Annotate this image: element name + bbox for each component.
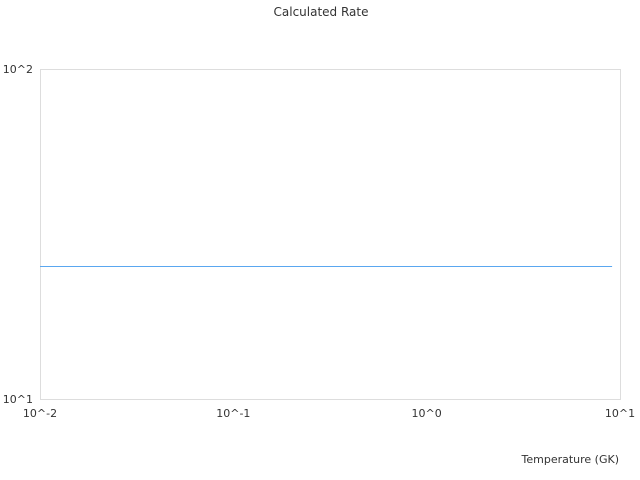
x-tick-label: 10^0 <box>412 407 442 420</box>
y-tick-label: 10^1 <box>3 393 33 406</box>
x-tick-label: 10^1 <box>605 407 635 420</box>
y-tick-label: 10^2 <box>3 63 33 76</box>
chart-title: Calculated Rate <box>274 5 369 19</box>
plot-area <box>40 69 621 400</box>
x-tick-label: 10^-1 <box>216 407 250 420</box>
x-axis-label: Temperature (GK) <box>521 453 620 466</box>
x-tick-label: 10^-2 <box>23 407 57 420</box>
